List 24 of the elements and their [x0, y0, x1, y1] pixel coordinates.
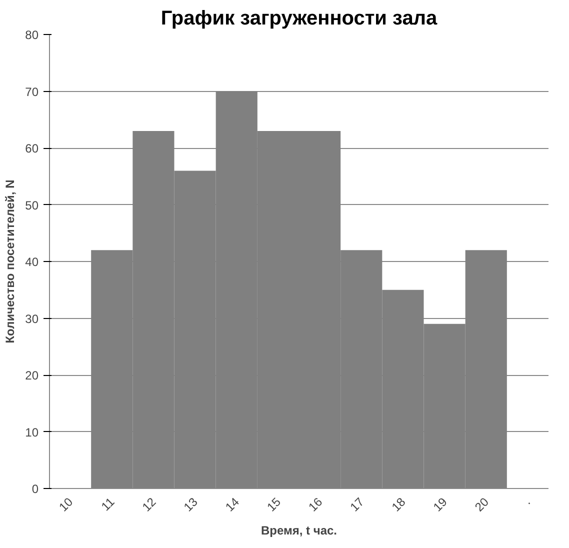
y-tick-label: 10 — [25, 425, 39, 440]
x-tick-label: 18 — [388, 494, 408, 514]
y-tick-label: 60 — [25, 142, 39, 156]
x-tick-label: 13 — [181, 494, 201, 514]
y-tick-label: 30 — [25, 312, 39, 326]
x-tick-label: 14 — [222, 494, 242, 514]
chart-title: График загруженности зала — [160, 8, 438, 30]
x-tick-label: 11 — [98, 494, 118, 514]
x-tick-label: 12 — [139, 494, 159, 514]
y-tick-label: 80 — [25, 28, 39, 42]
x-axis-title: Время, t час. — [260, 523, 338, 538]
x-tick-label: 16 — [306, 494, 326, 514]
y-tick-label: 70 — [25, 84, 39, 99]
x-tick-label: 20 — [472, 494, 492, 514]
x-tick-label: . — [520, 494, 534, 508]
x-tick-label: 19 — [430, 494, 450, 514]
x-tick-label: 17 — [347, 494, 367, 514]
y-tick-label: 20 — [25, 368, 39, 382]
y-tick-label: 40 — [25, 255, 39, 269]
x-tick-label: 15 — [264, 494, 284, 514]
y-axis-title: Количество посетителей, N — [3, 180, 18, 344]
y-tick-label: 50 — [25, 198, 39, 212]
x-tick-label: 10 — [56, 494, 76, 514]
y-tick-label: 0 — [32, 482, 39, 496]
